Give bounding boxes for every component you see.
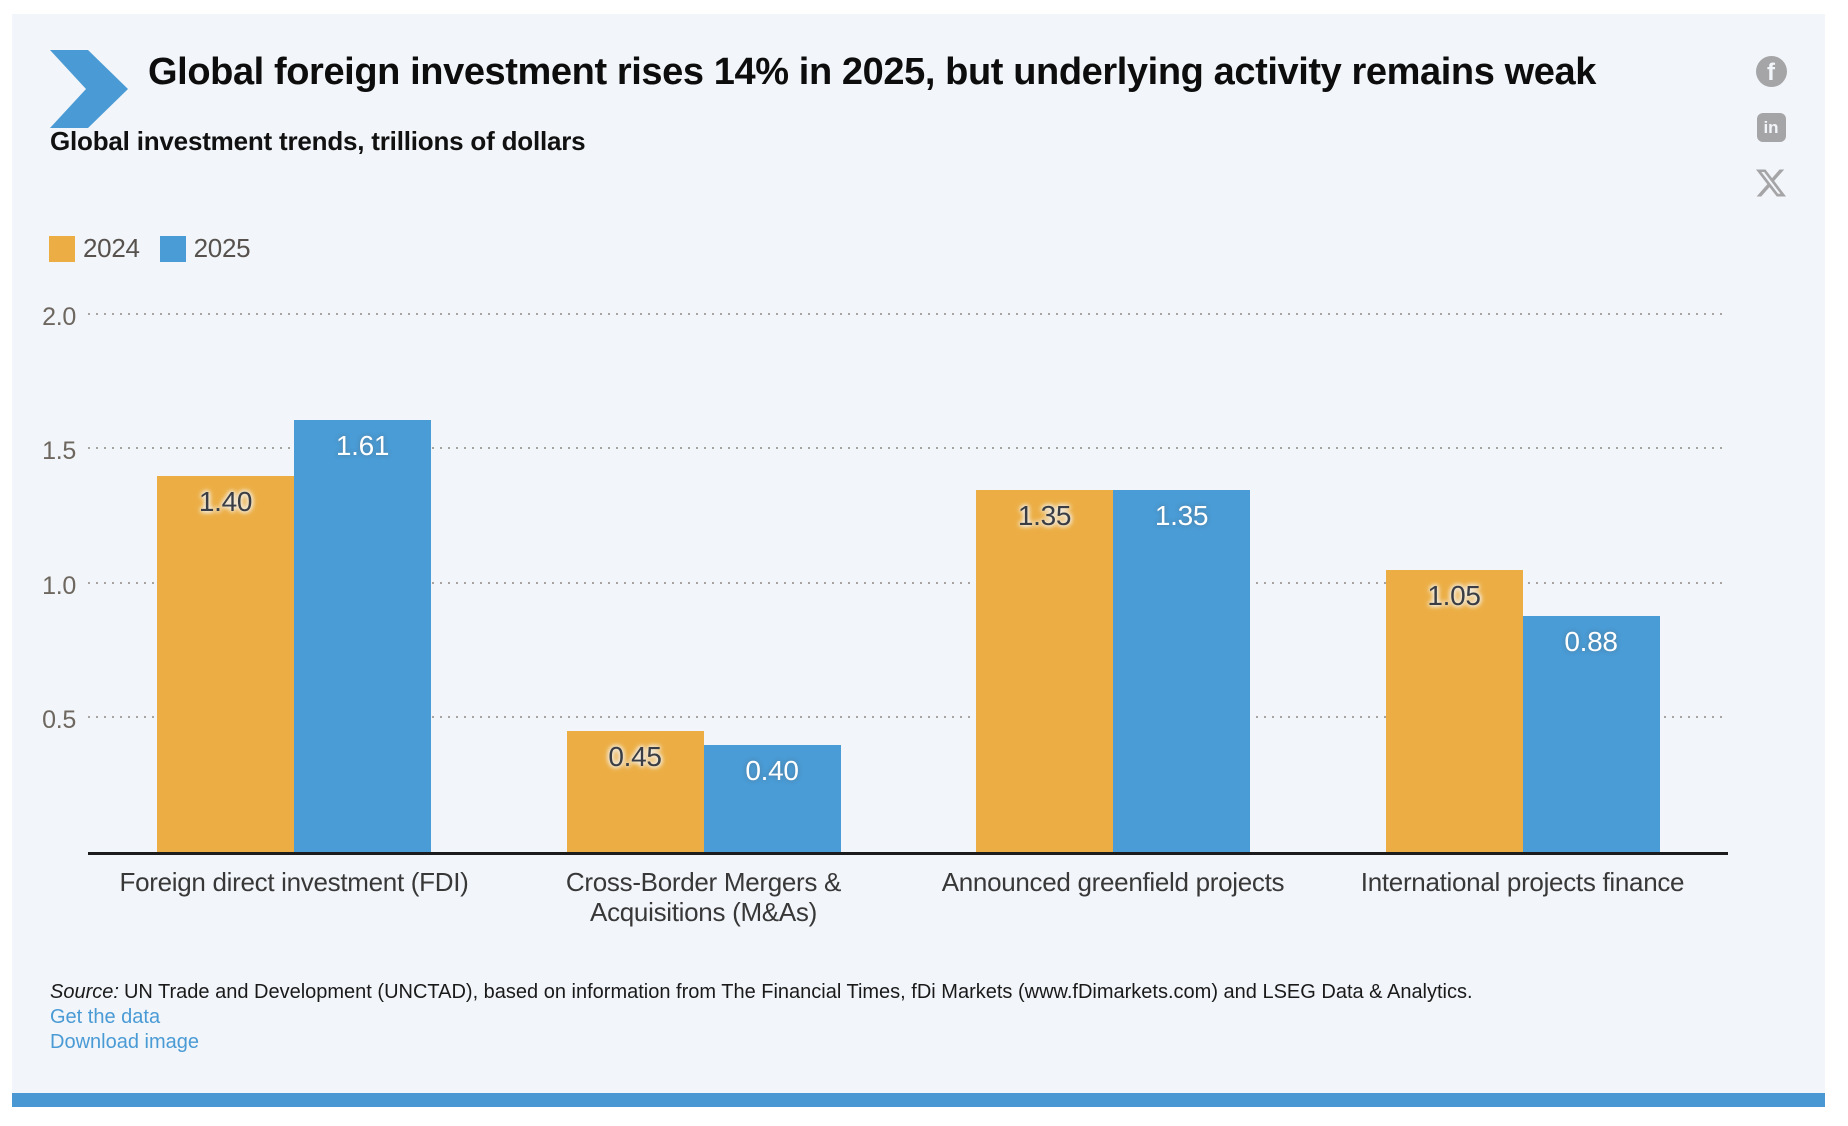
value-label-2025-1: 1.61 — [335, 430, 390, 461]
bar-2025-1: 1.61 — [294, 420, 431, 852]
bar-2025-4: 0.88 — [1522, 616, 1660, 852]
chart-subtitle: Global investment trends, trillions of d… — [50, 126, 586, 156]
legend-swatch-2024 — [49, 235, 75, 262]
legend-label-2025: 2025 — [193, 233, 251, 263]
plot-area: 1.40 1.61 0.45 0.40 1.35 1.35 1.05 0.88 — [88, 274, 1728, 855]
bar-2025-3: 1.35 — [1113, 490, 1250, 852]
chart-legend: 2024 2025 — [49, 233, 251, 264]
footer-accent-strip — [12, 1093, 1825, 1107]
value-label-2024-4: 1.05 — [1427, 580, 1481, 611]
legend-item-2024: 2024 — [49, 233, 140, 264]
legend-item-2025: 2025 — [159, 233, 251, 264]
category-label-2: Cross-Border Mergers & Acquisitions (M&As… — [565, 867, 842, 927]
y-tick-label-1.0: 1.0 — [42, 571, 76, 600]
y-axis: 0.5 1.0 1.5 2.0 — [12, 274, 76, 855]
category-label-1: Foreign direct investment (FDI) — [119, 867, 469, 897]
get-the-data-link[interactable]: Get the data — [50, 1006, 161, 1028]
source-line: Source: UN Trade and Development (UNCTAD)… — [50, 980, 1473, 1005]
gridline-1.0 — [88, 581, 1728, 584]
y-tick-label-1.5: 1.5 — [42, 437, 76, 466]
legend-swatch-2025 — [159, 235, 186, 262]
value-label-2025-3: 1.35 — [1154, 500, 1209, 531]
share-buttons: f in — [1754, 56, 1788, 198]
value-label-2024-1: 1.40 — [198, 486, 253, 517]
value-label-2024-2: 0.45 — [608, 741, 662, 772]
linkedin-share-icon[interactable]: in — [1756, 113, 1786, 142]
bar-2024-1: 1.40 — [157, 476, 294, 852]
chevron-logo-icon — [50, 50, 128, 128]
chart-card: Global foreign investment rises 14% in 2… — [12, 14, 1825, 1107]
gridline-0.5 — [88, 715, 1728, 718]
bar-2024-2: 0.45 — [566, 731, 704, 852]
value-label-2024-3: 1.35 — [1017, 500, 1072, 531]
bar-2025-2: 0.40 — [703, 745, 841, 852]
y-tick-label-0.5: 0.5 — [42, 705, 76, 734]
category-label-4: International projects finance — [1360, 867, 1685, 897]
value-label-2025-4: 0.88 — [1564, 626, 1618, 657]
gridline-1.5 — [88, 447, 1728, 450]
x-share-icon[interactable] — [1756, 168, 1786, 198]
footer-links: Get the data Download image — [50, 1005, 199, 1055]
value-label-2025-2: 0.40 — [745, 755, 799, 786]
bar-2024-3: 1.35 — [976, 490, 1113, 852]
source-text: UN Trade and Development (UNCTAD), based… — [123, 981, 1473, 1003]
source-label: Source: — [50, 981, 119, 1003]
page-title: Global foreign investment rises 14% in 2… — [148, 51, 1596, 93]
bar-2024-4: 1.05 — [1385, 570, 1523, 852]
legend-label-2024: 2024 — [83, 233, 140, 263]
gridline-2.0 — [88, 313, 1728, 315]
facebook-share-icon[interactable]: f — [1755, 56, 1787, 87]
download-image-link[interactable]: Download image — [50, 1031, 199, 1053]
y-tick-label-2.0: 2.0 — [42, 303, 76, 331]
category-label-3: Announced greenfield projects — [941, 867, 1285, 897]
